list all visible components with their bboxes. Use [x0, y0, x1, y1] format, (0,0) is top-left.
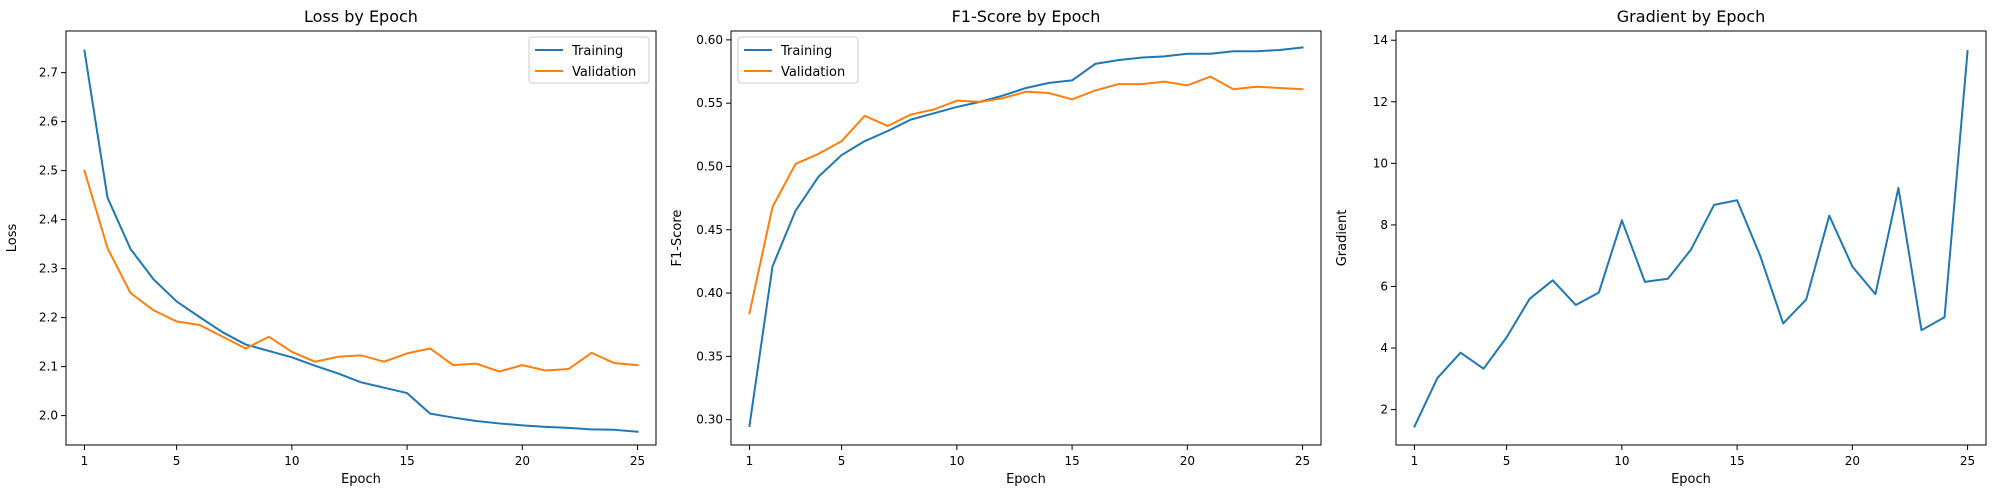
gradient-x-axis-label: Epoch	[1671, 472, 1711, 487]
loss-y-tick-label: 2.1	[39, 360, 58, 374]
gradient-y-tick-label: 14	[1373, 33, 1388, 47]
loss-y-tick-label: 2.7	[39, 66, 58, 80]
gradient-y-tick-label: 2	[1380, 403, 1388, 417]
loss-y-tick-label: 2.3	[39, 262, 58, 276]
gradient-x-tick-label: 1	[1411, 454, 1419, 468]
f1-score-y-tick-label: 0.35	[696, 349, 723, 363]
f1-score-x-tick-label: 25	[1295, 454, 1310, 468]
loss-y-tick-label: 2.2	[39, 311, 58, 325]
loss-plot-frame	[65, 30, 657, 446]
loss-x-tick-label: 20	[515, 454, 530, 468]
gradient-x-tick-label: 5	[1503, 454, 1511, 468]
loss-y-tick-label: 2.4	[39, 213, 58, 227]
loss-legend: Training Validation	[528, 36, 650, 84]
f1-score-x-tick-label: 10	[949, 454, 964, 468]
gradient-y-tick-label: 6	[1380, 279, 1388, 293]
f1-score-y-tick-label: 0.30	[696, 413, 723, 427]
f1-score-legend: Training Validation	[737, 36, 859, 84]
f1-score-y-tick-label: 0.50	[696, 159, 723, 173]
f1-score-x-tick-label: 20	[1180, 454, 1195, 468]
loss-validation-line	[83, 169, 639, 373]
f1-score-y-tick-label: 0.40	[696, 286, 723, 300]
loss-legend-label-validation: Validation	[572, 65, 636, 80]
gradient-chart-title: Gradient by Epoch	[1617, 7, 1765, 26]
f1-score-chart-title: F1-Score by Epoch	[952, 7, 1101, 26]
loss-y-tick-label: 2.5	[39, 164, 58, 178]
loss-training-line	[83, 49, 639, 433]
f1-score-y-tick-label: 0.55	[696, 96, 723, 110]
f1-score-plot-frame	[730, 30, 1322, 446]
f1-score-legend-label-validation: Validation	[781, 65, 845, 80]
gradient-x-tick-label: 25	[1960, 454, 1975, 468]
gradient-gradient-line	[1413, 49, 1969, 428]
loss-x-tick-label: 10	[284, 454, 299, 468]
gradient-y-axis-label: Gradient	[1335, 210, 1350, 267]
f1-score-training-line	[748, 46, 1304, 428]
f1-score-y-axis-label: F1-Score	[670, 210, 685, 267]
gradient-y-tick-label: 4	[1380, 341, 1388, 355]
loss-x-tick-label: 15	[399, 454, 414, 468]
f1-score-y-tick-label: 0.45	[696, 223, 723, 237]
loss-chart-title: Loss by Epoch	[304, 7, 418, 26]
f1-score-x-axis-label: Epoch	[1006, 472, 1046, 487]
gradient-y-tick-label: 10	[1373, 156, 1388, 170]
loss-x-tick-label: 25	[630, 454, 645, 468]
gradient-x-tick-label: 10	[1614, 454, 1629, 468]
loss-y-tick-label: 2.6	[39, 115, 58, 129]
gradient-x-tick-label: 20	[1845, 454, 1860, 468]
f1-score-x-tick-label: 1	[746, 454, 754, 468]
loss-x-tick-label: 1	[81, 454, 89, 468]
gradient-y-tick-label: 12	[1373, 95, 1388, 109]
gradient-plot-frame	[1395, 30, 1987, 446]
f1-score-x-tick-label: 5	[838, 454, 846, 468]
f1-score-validation-line	[748, 75, 1304, 315]
f1-score-x-tick-label: 15	[1064, 454, 1079, 468]
loss-x-axis-label: Epoch	[341, 472, 381, 487]
loss-y-tick-label: 2.0	[39, 409, 58, 423]
loss-y-axis-label: Loss	[5, 224, 20, 253]
loss-x-tick-label: 5	[173, 454, 181, 468]
f1-score-y-tick-label: 0.60	[696, 33, 723, 47]
loss-legend-label-training: Training	[571, 44, 623, 59]
gradient-x-tick-label: 15	[1729, 454, 1744, 468]
gradient-y-tick-label: 8	[1380, 218, 1388, 232]
f1-score-legend-label-training: Training	[780, 44, 832, 59]
